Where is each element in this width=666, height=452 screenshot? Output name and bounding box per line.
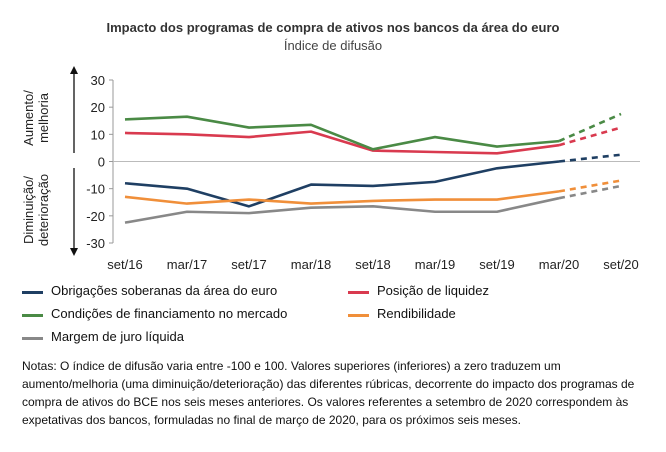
series-projection [558, 126, 622, 147]
x-tick-label: set/20 [603, 257, 638, 272]
chart-subtitle: Índice de difusão [283, 38, 383, 53]
x-tick-label: mar/18 [291, 257, 331, 272]
y-tick-label: 10 [91, 127, 105, 142]
series-line [124, 190, 560, 205]
series-line [124, 196, 560, 224]
legend-swatch [22, 337, 43, 340]
series-line [124, 160, 560, 208]
y-tick-label: -30 [86, 236, 105, 251]
x-tick-label: mar/20 [539, 257, 579, 272]
legend-label: Margem de juro líquida [51, 329, 184, 344]
y-upper-label: Aumento/melhoria [21, 90, 51, 146]
y-tick-label: 30 [91, 73, 105, 88]
legend-label: Rendibilidade [377, 306, 456, 321]
series-projection [558, 184, 622, 200]
series-projection [558, 179, 622, 193]
up-arrow-head [70, 66, 78, 74]
series-projection [558, 112, 622, 143]
legend-swatch [348, 291, 369, 294]
x-tick-label: mar/17 [167, 257, 207, 272]
chart-notes: Notas: O índice de difusão varia entre -… [22, 359, 635, 427]
legend-swatch [22, 291, 43, 294]
x-tick-label: set/19 [479, 257, 514, 272]
legend-label: Posição de liquidez [377, 283, 490, 298]
x-tick-label: set/17 [231, 257, 266, 272]
y-tick-label: 0 [98, 155, 105, 170]
y-lower-label: Diminuição/deterioração [21, 174, 51, 246]
chart-title: Impacto dos programas de compra de ativo… [106, 20, 560, 35]
down-arrow-head [70, 248, 78, 256]
y-tick-label: 20 [91, 100, 105, 115]
series-projection [558, 153, 622, 163]
legend-label: Obrigações soberanas da área do euro [51, 283, 278, 298]
x-tick-label: mar/19 [415, 257, 455, 272]
y-tick-label: -10 [86, 182, 105, 197]
x-tick-label: set/18 [355, 257, 390, 272]
series-line [124, 130, 560, 155]
y-tick-label: -20 [86, 209, 105, 224]
legend-label: Condições de financiamento no mercado [51, 306, 288, 321]
x-tick-label: set/16 [107, 257, 142, 272]
legend-swatch [22, 314, 43, 317]
series-line [124, 115, 560, 151]
legend-swatch [348, 314, 369, 317]
